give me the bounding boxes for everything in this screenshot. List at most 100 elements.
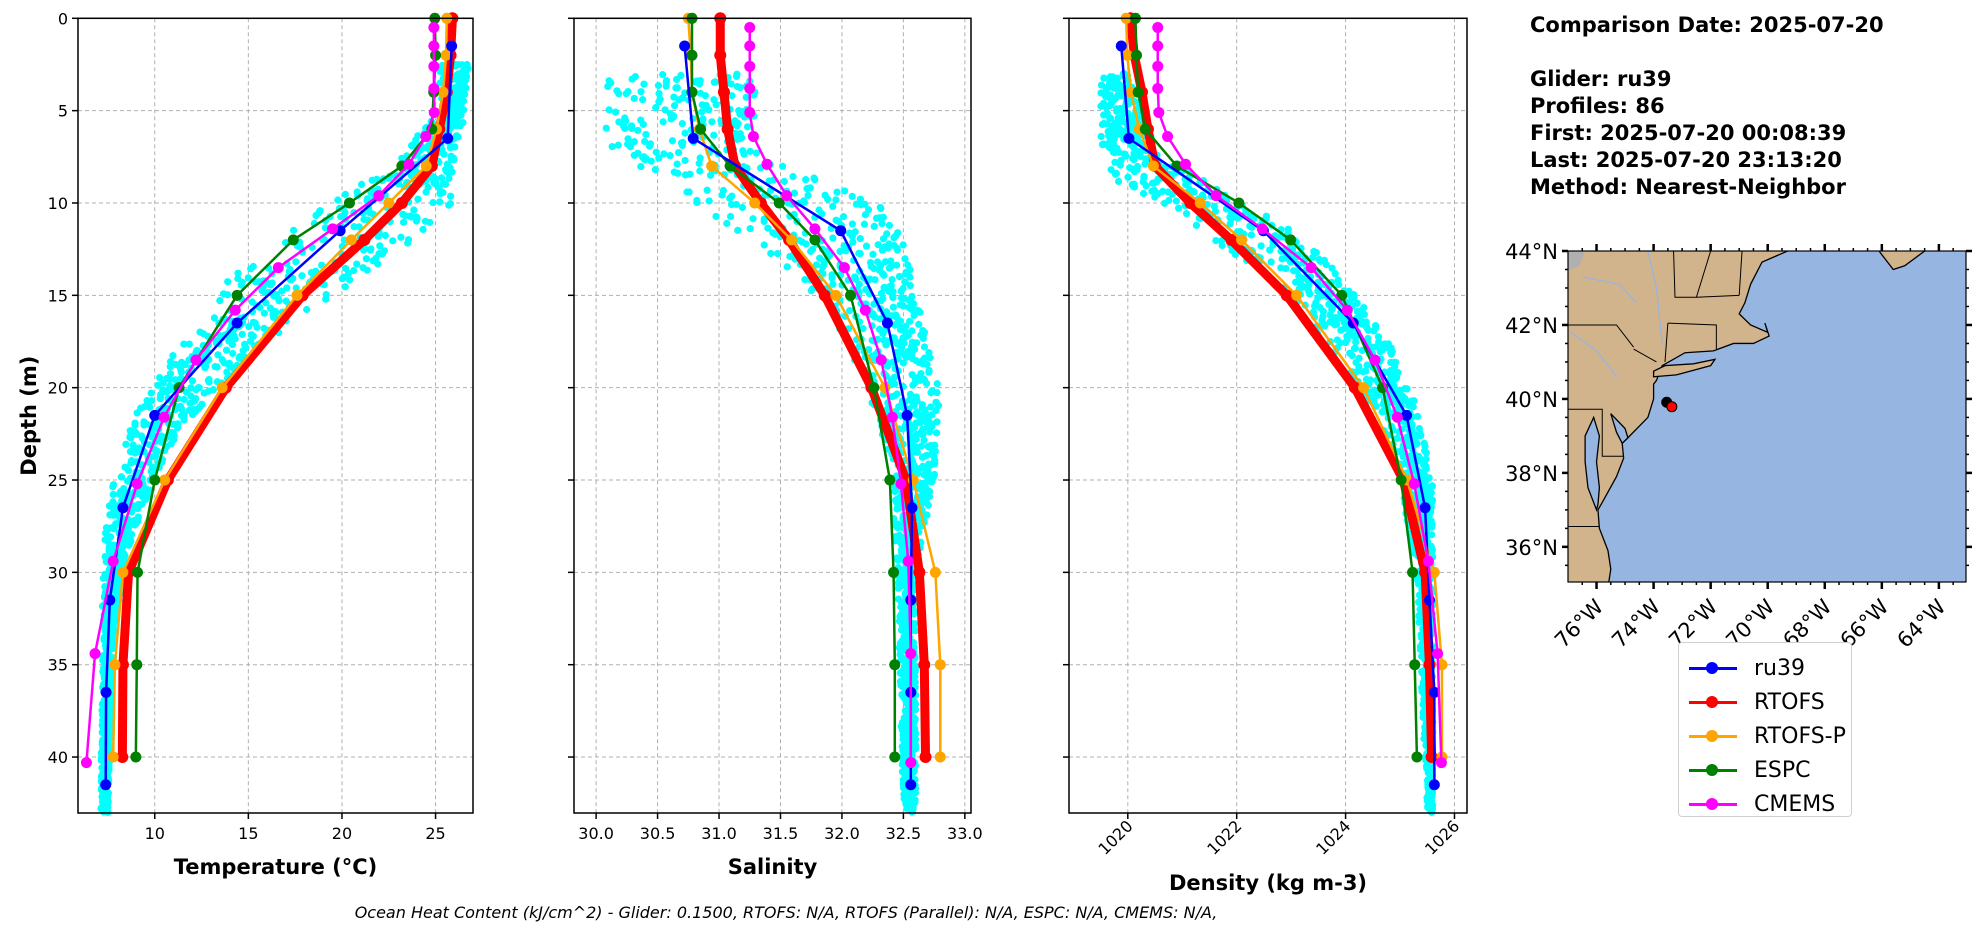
glider-point xyxy=(224,278,232,286)
glider-point xyxy=(746,147,754,155)
glider-point xyxy=(153,447,161,455)
glider-point xyxy=(1353,299,1361,307)
series-point-espc xyxy=(1407,566,1419,578)
glider-point xyxy=(921,409,930,417)
glider-point xyxy=(266,304,275,312)
series-point-cmems xyxy=(1408,478,1420,490)
glider-point xyxy=(637,116,645,124)
glider-point xyxy=(211,363,219,371)
glider-point xyxy=(897,294,906,302)
glider-point xyxy=(1424,798,1433,806)
series-point-rtofs xyxy=(1348,381,1361,394)
glider-point xyxy=(1139,189,1148,198)
glider-point xyxy=(846,307,854,315)
series-point-espc xyxy=(1285,234,1297,246)
glider-point xyxy=(637,162,645,171)
series-point-espc xyxy=(868,382,880,394)
glider-point xyxy=(419,225,427,234)
glider-point xyxy=(144,402,153,410)
glider-point xyxy=(907,343,916,351)
glider-point xyxy=(230,331,238,340)
glider-point xyxy=(1304,282,1312,290)
glider-point xyxy=(110,525,118,533)
glider-point xyxy=(749,215,757,223)
glider-point xyxy=(734,226,742,234)
glider-point xyxy=(824,195,832,203)
series-point-cmems xyxy=(403,158,415,170)
series-point-rtofs xyxy=(919,751,932,764)
glider-point xyxy=(712,212,720,221)
glider-point xyxy=(136,501,144,509)
glider-point xyxy=(897,603,905,611)
glider-point xyxy=(225,359,234,367)
glider-point xyxy=(906,282,914,290)
series-point-rtofs-p xyxy=(1121,49,1133,61)
series-point-cmems xyxy=(744,106,756,118)
glider-point xyxy=(350,223,358,231)
glider-point xyxy=(742,93,750,101)
glider-point xyxy=(1150,179,1158,187)
series-point-cmems xyxy=(190,354,202,366)
glider-point xyxy=(887,312,896,320)
glider-point xyxy=(461,90,469,98)
glider-point xyxy=(459,97,468,105)
glider-point xyxy=(637,88,645,96)
glider-point xyxy=(1257,242,1265,250)
glider-point xyxy=(1140,174,1148,182)
glider-point xyxy=(1212,237,1220,245)
glider-point xyxy=(778,162,787,170)
series-point-cmems xyxy=(1162,130,1174,142)
glider-point xyxy=(879,295,887,303)
glider-point xyxy=(670,93,678,101)
glider-point xyxy=(861,211,870,219)
series-point-rtofs xyxy=(717,86,730,99)
glider-point xyxy=(930,452,938,461)
glider-point xyxy=(652,148,660,156)
series-point-cmems xyxy=(229,304,241,316)
glider-point xyxy=(674,169,682,177)
glider-point xyxy=(292,284,300,292)
glider-point xyxy=(1333,336,1341,344)
series-point-espc xyxy=(888,566,900,578)
glider-point xyxy=(904,770,912,778)
series-point-espc xyxy=(430,49,442,61)
glider-point xyxy=(915,358,923,367)
glider-point xyxy=(177,368,186,376)
glider-point xyxy=(1107,166,1115,174)
glider-point xyxy=(933,418,941,426)
series-point-cmems xyxy=(428,106,440,118)
profile-count: Profiles: 86 xyxy=(1530,94,1665,118)
glider-point xyxy=(1130,180,1138,188)
x-tick-label: 31.0 xyxy=(701,824,737,843)
glider-point xyxy=(926,493,934,501)
glider-point xyxy=(641,137,649,146)
glider-point xyxy=(927,403,935,411)
glider-point xyxy=(885,221,894,229)
legend-label: RTOFS-P xyxy=(1754,723,1846,749)
glider-point xyxy=(662,82,670,90)
method: Method: Nearest-Neighbor xyxy=(1530,175,1846,199)
glider-point xyxy=(446,199,455,208)
series-point-espc xyxy=(1395,474,1407,486)
series-point-espc xyxy=(889,751,901,763)
glider-point xyxy=(605,106,613,114)
glider-point xyxy=(907,433,916,441)
series-point-ru39 xyxy=(442,132,454,144)
glider-point xyxy=(143,397,151,405)
glider-point xyxy=(692,77,701,85)
glider-point xyxy=(723,219,731,228)
glider-point xyxy=(705,197,713,205)
series-point-ru39 xyxy=(1115,40,1127,52)
glider-point xyxy=(99,574,107,582)
series-point-ru39 xyxy=(687,132,699,144)
glider-point xyxy=(223,291,232,299)
glider-point xyxy=(622,90,630,98)
y-axis-label: Depth (m) xyxy=(17,356,41,476)
series-point-cmems xyxy=(80,757,92,769)
x-tick-label: 1026 xyxy=(1421,816,1463,858)
glider-point xyxy=(881,258,890,266)
glider-point xyxy=(659,71,667,79)
glider-point xyxy=(801,275,809,284)
glider-point xyxy=(898,646,906,654)
series-point-rtofs xyxy=(918,658,931,671)
